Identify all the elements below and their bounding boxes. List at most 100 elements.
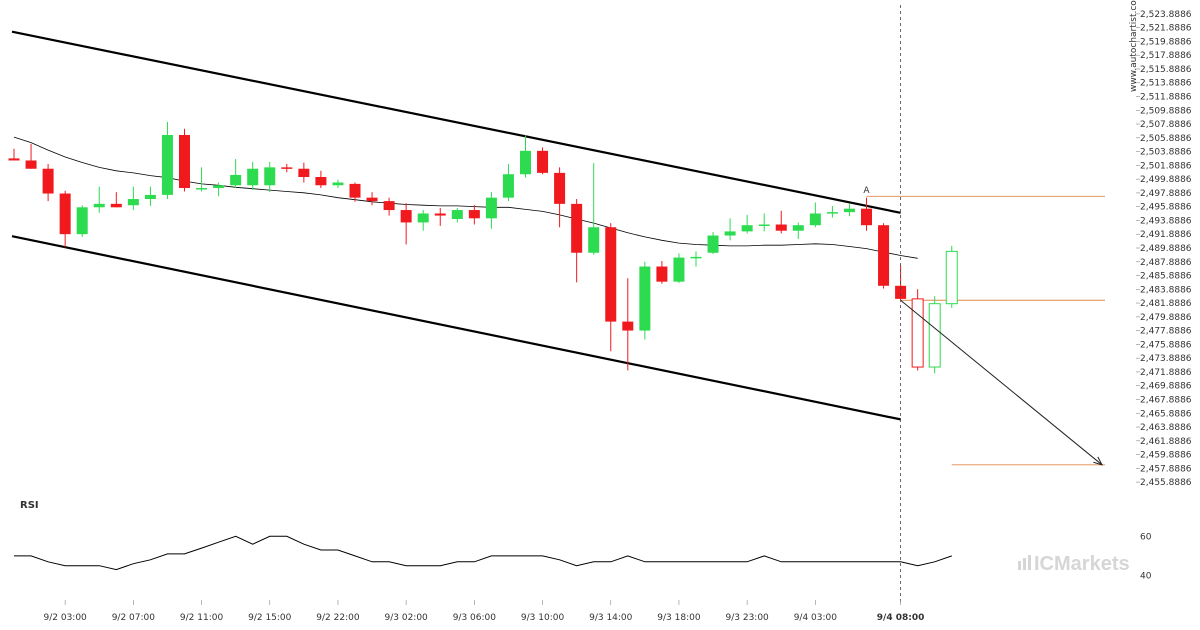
candle bbox=[76, 205, 88, 237]
time-tick-label: 9/3 02:00 bbox=[385, 613, 429, 623]
candle-body bbox=[161, 134, 173, 195]
brand-bars-icon bbox=[1018, 555, 1031, 570]
candle bbox=[809, 202, 821, 228]
candle bbox=[417, 210, 429, 231]
time-tick-label: 9/3 06:00 bbox=[453, 613, 497, 623]
price-tick-label: 2,505.8886 bbox=[1140, 134, 1192, 144]
price-tick-label: 2,507.8886 bbox=[1140, 120, 1192, 130]
price-tick-label: 2,495.8886 bbox=[1140, 203, 1192, 213]
candle-body bbox=[8, 158, 20, 161]
candle bbox=[213, 182, 225, 197]
candle-body bbox=[945, 250, 958, 305]
candle bbox=[468, 205, 480, 225]
candle bbox=[400, 203, 412, 245]
candle bbox=[758, 213, 770, 232]
candle bbox=[110, 192, 122, 208]
price-tick-label: 2,497.8886 bbox=[1140, 189, 1192, 199]
candle bbox=[639, 261, 651, 340]
candle-body bbox=[332, 182, 344, 186]
candle-body bbox=[520, 150, 531, 175]
candle-body bbox=[707, 235, 719, 253]
price-tick-label: 2,515.8886 bbox=[1140, 65, 1192, 75]
price-tick-label: 2,475.8886 bbox=[1140, 340, 1192, 350]
price-tick-label: 2,471.8886 bbox=[1140, 368, 1192, 378]
candle bbox=[451, 207, 463, 223]
brand-logo: ICMarkets bbox=[1018, 553, 1130, 575]
time-axis: 9/2 03:00 9/2 07:00 9/2 11:00 9/2 15:00 9/2 … bbox=[44, 600, 925, 623]
candle bbox=[861, 197, 872, 231]
candle-body bbox=[639, 266, 651, 331]
candle-body bbox=[400, 210, 412, 223]
price-tick-label: 2,493.8886 bbox=[1140, 216, 1192, 226]
candle-body bbox=[741, 225, 753, 232]
candle-body bbox=[110, 203, 122, 208]
price-tick-label: 2,485.8886 bbox=[1140, 272, 1192, 282]
candle-body bbox=[928, 303, 941, 368]
candle-body bbox=[758, 224, 770, 227]
candle bbox=[196, 167, 208, 192]
candle bbox=[93, 186, 105, 213]
time-tick-label: 9/2 03:00 bbox=[44, 613, 88, 623]
candle-body bbox=[775, 224, 787, 231]
time-tick-label: 9/2 07:00 bbox=[112, 613, 156, 623]
candle bbox=[349, 182, 361, 202]
candle bbox=[383, 197, 395, 216]
candle-body bbox=[809, 213, 821, 226]
candle bbox=[945, 245, 958, 308]
candle bbox=[673, 253, 685, 284]
candle-body bbox=[417, 213, 429, 223]
candle-body bbox=[673, 257, 685, 282]
price-tick-label: 2,517.8886 bbox=[1140, 51, 1192, 61]
candle-body bbox=[349, 183, 361, 198]
candle bbox=[690, 251, 702, 267]
candle bbox=[161, 121, 173, 200]
candle bbox=[502, 163, 514, 202]
candle bbox=[571, 199, 583, 283]
candle bbox=[656, 261, 668, 284]
candle-body bbox=[895, 285, 907, 299]
price-tick-label: 2,503.8886 bbox=[1140, 148, 1192, 158]
candle-body bbox=[42, 168, 54, 194]
price-tick-label: 2,467.8886 bbox=[1140, 395, 1192, 405]
time-tick-label: 9/3 18:00 bbox=[657, 613, 701, 623]
price-tick-label: 2,509.8886 bbox=[1140, 106, 1192, 116]
time-tick-label: 9/4 08:00 bbox=[877, 613, 925, 623]
time-tick-label: 9/2 22:00 bbox=[316, 613, 360, 623]
candle bbox=[281, 163, 293, 173]
candle bbox=[928, 296, 941, 374]
price-tick-label: 2,469.8886 bbox=[1140, 382, 1192, 392]
candle-body bbox=[588, 227, 600, 253]
price-tick-label: 2,491.8886 bbox=[1140, 230, 1192, 240]
brand-name: ICMarkets bbox=[1034, 553, 1130, 575]
rsi-tick-label: 60 bbox=[1140, 532, 1152, 542]
candle bbox=[179, 128, 190, 192]
price-tick-label: 2,513.8886 bbox=[1140, 79, 1192, 89]
rsi-tick-label: 40 bbox=[1140, 571, 1152, 581]
candle bbox=[264, 161, 276, 193]
candle-body bbox=[264, 167, 276, 186]
candle bbox=[741, 214, 753, 234]
candle-body bbox=[196, 188, 208, 190]
pattern-marker: A bbox=[863, 186, 870, 196]
candle-body bbox=[451, 210, 463, 220]
candle bbox=[878, 223, 890, 289]
candle bbox=[332, 179, 344, 189]
price-tick-label: 2,499.8886 bbox=[1140, 175, 1192, 185]
candle-body bbox=[383, 201, 395, 211]
price-tick-label: 2,463.8886 bbox=[1140, 423, 1192, 433]
candle-body bbox=[281, 167, 293, 169]
price-tick-label: 2,501.8886 bbox=[1140, 161, 1192, 171]
candle bbox=[25, 143, 37, 169]
price-tick-label: 2,483.8886 bbox=[1140, 285, 1192, 295]
rsi-title: RSI bbox=[20, 500, 39, 511]
candle-body bbox=[485, 197, 497, 219]
candle-body bbox=[554, 172, 566, 204]
candle-body bbox=[213, 185, 225, 189]
time-tick-label: 9/3 10:00 bbox=[521, 613, 565, 623]
candle bbox=[8, 148, 20, 161]
candle bbox=[605, 223, 617, 352]
vendor-watermark: www.autochartist.com bbox=[1129, 0, 1139, 92]
price-tick-label: 2,481.8886 bbox=[1140, 299, 1192, 309]
candles-layer bbox=[8, 121, 958, 374]
candle-body bbox=[298, 168, 310, 177]
